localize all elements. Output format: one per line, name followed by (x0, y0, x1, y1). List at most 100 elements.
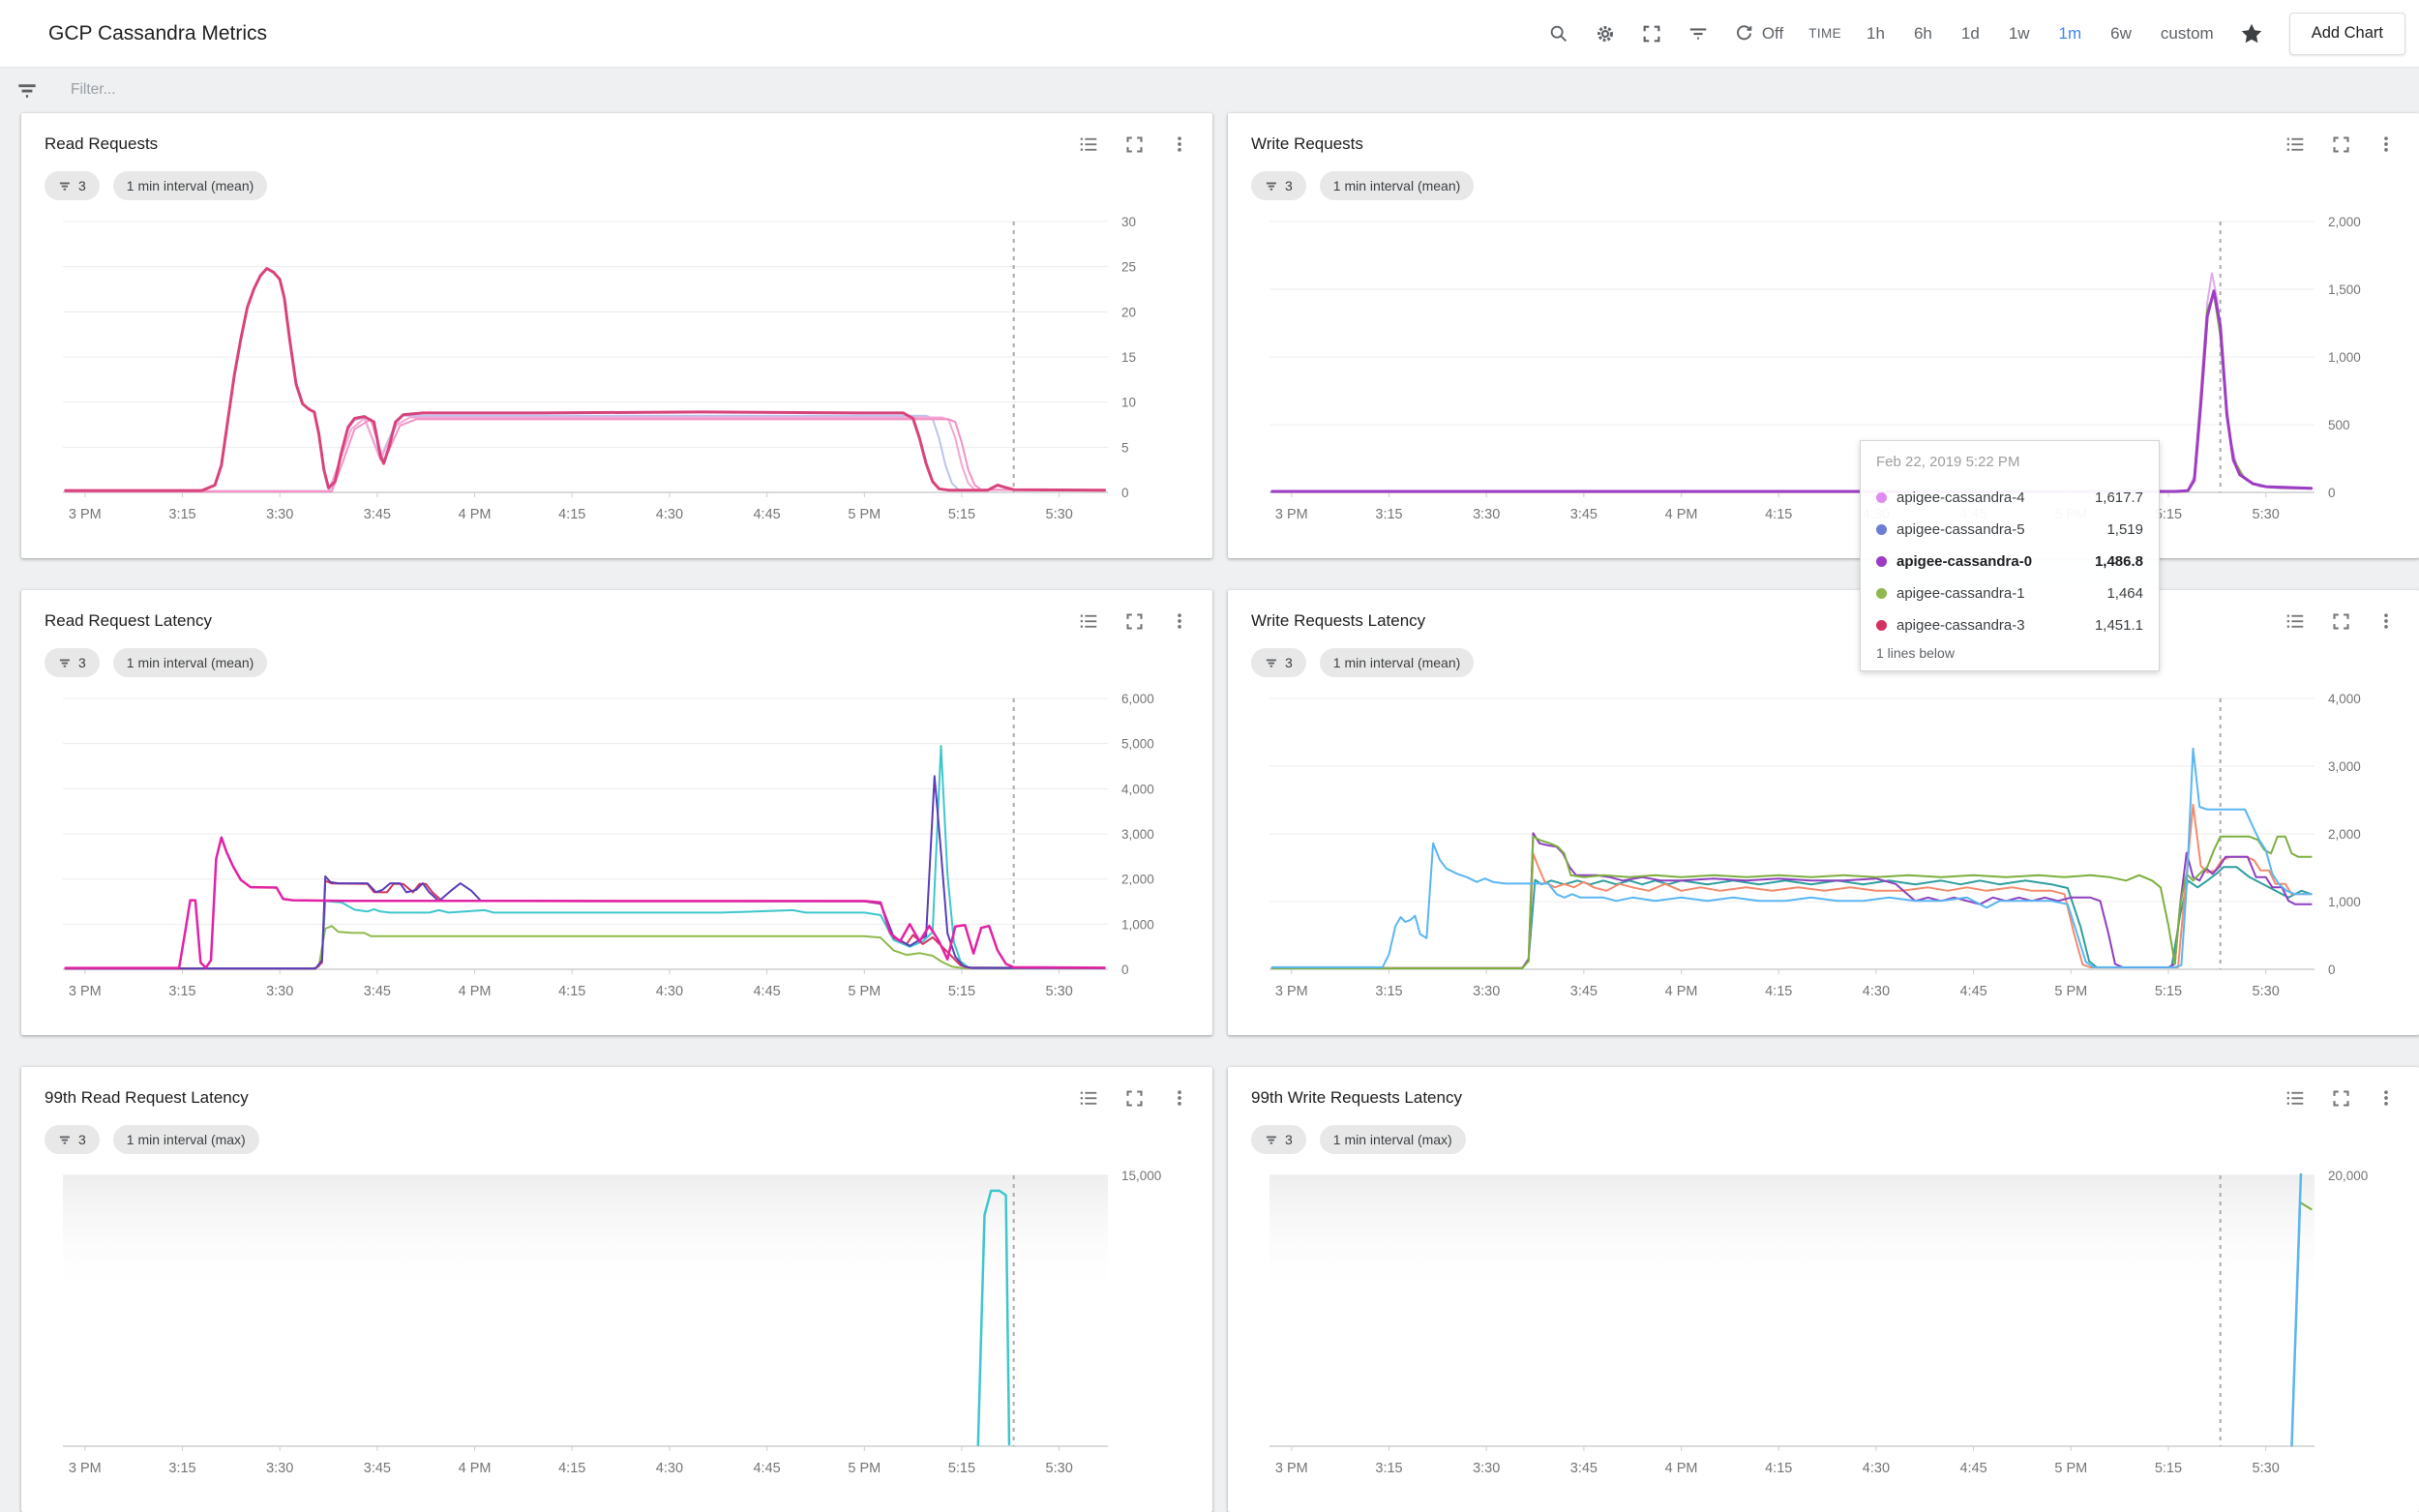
settings-gear-icon[interactable] (1595, 23, 1616, 44)
expand-chart-icon[interactable] (2331, 1088, 2351, 1109)
time-range-1d[interactable]: 1d (1960, 23, 1980, 43)
more-options-icon[interactable] (2376, 1088, 2396, 1108)
time-range-6w[interactable]: 6w (2110, 23, 2132, 43)
filter-funnel-icon[interactable] (15, 77, 40, 103)
svg-text:5:15: 5:15 (948, 984, 975, 999)
filter-count-chip[interactable]: 3 (1251, 648, 1306, 677)
svg-text:4,000: 4,000 (1121, 782, 1154, 796)
filter-count-chip[interactable]: 3 (45, 648, 100, 677)
svg-text:2,000: 2,000 (2328, 215, 2361, 229)
search-icon[interactable] (1548, 23, 1569, 44)
more-options-icon[interactable] (1170, 134, 1189, 154)
svg-text:4:30: 4:30 (1863, 984, 1890, 999)
legend-icon[interactable] (1078, 1087, 1099, 1109)
legend-icon[interactable] (2285, 610, 2306, 632)
svg-text:3 PM: 3 PM (1275, 1461, 1308, 1476)
legend-icon[interactable] (1078, 133, 1099, 155)
svg-text:5:15: 5:15 (2155, 1461, 2182, 1476)
svg-text:0: 0 (2328, 486, 2336, 500)
svg-text:3:45: 3:45 (1570, 1461, 1598, 1476)
more-options-icon[interactable] (1170, 611, 1189, 631)
svg-text:3:45: 3:45 (364, 507, 391, 522)
write-requests-latency-chart[interactable]: 0 1,000 2,000 3,000 4,000 3 PM 3:15 3:30 3:45 4 P… (1251, 691, 2396, 1015)
tooltip-series-row: apigee-cassandra-3 1,451.1 (1876, 609, 2143, 641)
svg-text:5 PM: 5 PM (848, 984, 881, 999)
fullscreen-icon[interactable] (1641, 23, 1662, 44)
svg-text:4 PM: 4 PM (459, 507, 492, 522)
svg-text:10: 10 (1121, 396, 1136, 410)
time-range-6h[interactable]: 6h (1913, 23, 1932, 43)
svg-text:5:30: 5:30 (1046, 1461, 1073, 1476)
more-options-icon[interactable] (1170, 1088, 1189, 1108)
interval-chip[interactable]: 1 min interval (mean) (1319, 648, 1475, 677)
interval-chip[interactable]: 1 min interval (max) (1319, 1125, 1466, 1154)
expand-chart-icon[interactable] (2331, 611, 2351, 632)
page-title: GCP Cassandra Metrics (48, 21, 268, 44)
tooltip-rows: apigee-cassandra-4 1,617.7 apigee-cassandr… (1876, 482, 2143, 641)
svg-text:5:15: 5:15 (948, 507, 975, 522)
svg-text:5 PM: 5 PM (2054, 984, 2087, 999)
time-range-1h[interactable]: 1h (1867, 23, 1885, 43)
svg-text:3:45: 3:45 (364, 984, 391, 999)
read-latency-99th-chart[interactable]: 15,000 3 PM 3:15 3:30 3:45 4 PM 4:15 4:30 4:45 5 … (45, 1168, 1189, 1492)
expand-chart-icon[interactable] (2331, 134, 2351, 155)
svg-text:3:45: 3:45 (1570, 507, 1598, 522)
svg-text:3:45: 3:45 (364, 1461, 391, 1476)
read-requests-chart[interactable]: 0 5 10 15 20 25 30 3 PM 3:15 3:30 3:45 4 PM 4:15 4:30… (45, 214, 1189, 538)
interval-chip[interactable]: 1 min interval (mean) (112, 171, 268, 200)
expand-chart-icon[interactable] (1124, 611, 1145, 632)
svg-text:3 PM: 3 PM (69, 1461, 102, 1476)
chip-filter-icon (58, 179, 73, 193)
interval-chip[interactable]: 1 min interval (mean) (1319, 171, 1475, 200)
filter-input[interactable] (69, 80, 653, 100)
chart-title: Write Requests (1251, 134, 1363, 153)
svg-text:1,000: 1,000 (2328, 350, 2361, 365)
svg-text:4:45: 4:45 (753, 1461, 780, 1476)
filter-count-chip[interactable]: 3 (1251, 171, 1306, 200)
series-value: 1,451.1 (2094, 617, 2143, 634)
filter-count-chip[interactable]: 3 (1251, 1125, 1306, 1154)
auto-refresh-toggle[interactable]: Off (1734, 23, 1783, 44)
time-range-custom[interactable]: custom (2160, 23, 2214, 43)
filter-list-icon[interactable] (1687, 23, 1709, 44)
svg-text:25: 25 (1121, 260, 1136, 275)
add-chart-button[interactable]: Add Chart (2288, 12, 2405, 55)
time-range-1m[interactable]: 1m (2058, 23, 2082, 43)
svg-text:20: 20 (1121, 305, 1136, 319)
svg-text:20,000: 20,000 (2328, 1169, 2368, 1183)
svg-text:5 PM: 5 PM (848, 507, 881, 522)
svg-text:4:30: 4:30 (656, 984, 683, 999)
time-range-1w[interactable]: 1w (2008, 23, 2030, 43)
svg-text:5 PM: 5 PM (848, 1461, 881, 1476)
expand-chart-icon[interactable] (1124, 1088, 1145, 1109)
read-request-latency-chart[interactable]: 0 1,000 2,000 3,000 4,000 5,000 6,000 3 PM 3:15 3… (45, 691, 1189, 1015)
svg-text:15: 15 (1121, 350, 1136, 365)
tooltip-series-row: apigee-cassandra-4 1,617.7 (1876, 482, 2143, 514)
star-icon[interactable] (2239, 21, 2264, 46)
series-color-dot (1876, 492, 1887, 503)
svg-text:5 PM: 5 PM (2054, 1461, 2087, 1476)
svg-text:5:15: 5:15 (2155, 507, 2182, 522)
write-requests-chart[interactable]: 0 500 1,000 1,500 2,000 3 PM 3:15 3:30 3:45 4 PM 4… (1251, 214, 2396, 538)
svg-text:3,000: 3,000 (2328, 759, 2361, 774)
svg-text:2,000: 2,000 (1121, 873, 1154, 887)
svg-text:3 PM: 3 PM (69, 507, 102, 522)
series-color-dot (1876, 588, 1887, 599)
more-options-icon[interactable] (2376, 611, 2396, 631)
interval-chip[interactable]: 1 min interval (max) (112, 1125, 259, 1154)
svg-text:4:45: 4:45 (1959, 1461, 1986, 1476)
card-99th-read-request-latency: 99th Read Request Latency 3 1 min interv… (21, 1067, 1212, 1512)
svg-text:3:45: 3:45 (1570, 984, 1598, 999)
more-options-icon[interactable] (2376, 134, 2396, 154)
svg-text:5:30: 5:30 (2253, 1461, 2280, 1476)
chart-title: Read Request Latency (45, 611, 212, 630)
legend-icon[interactable] (2285, 133, 2306, 155)
filter-count-chip[interactable]: 3 (45, 1125, 100, 1154)
svg-text:3:15: 3:15 (168, 507, 195, 522)
expand-chart-icon[interactable] (1124, 134, 1145, 155)
write-latency-99th-chart[interactable]: 20,000 3 PM 3:15 3:30 3:45 4 PM 4:15 4:30 4:45 5 … (1251, 1168, 2396, 1492)
filter-count-chip[interactable]: 3 (45, 171, 100, 200)
interval-chip[interactable]: 1 min interval (mean) (112, 648, 268, 677)
legend-icon[interactable] (1078, 610, 1099, 632)
legend-icon[interactable] (2285, 1087, 2306, 1109)
